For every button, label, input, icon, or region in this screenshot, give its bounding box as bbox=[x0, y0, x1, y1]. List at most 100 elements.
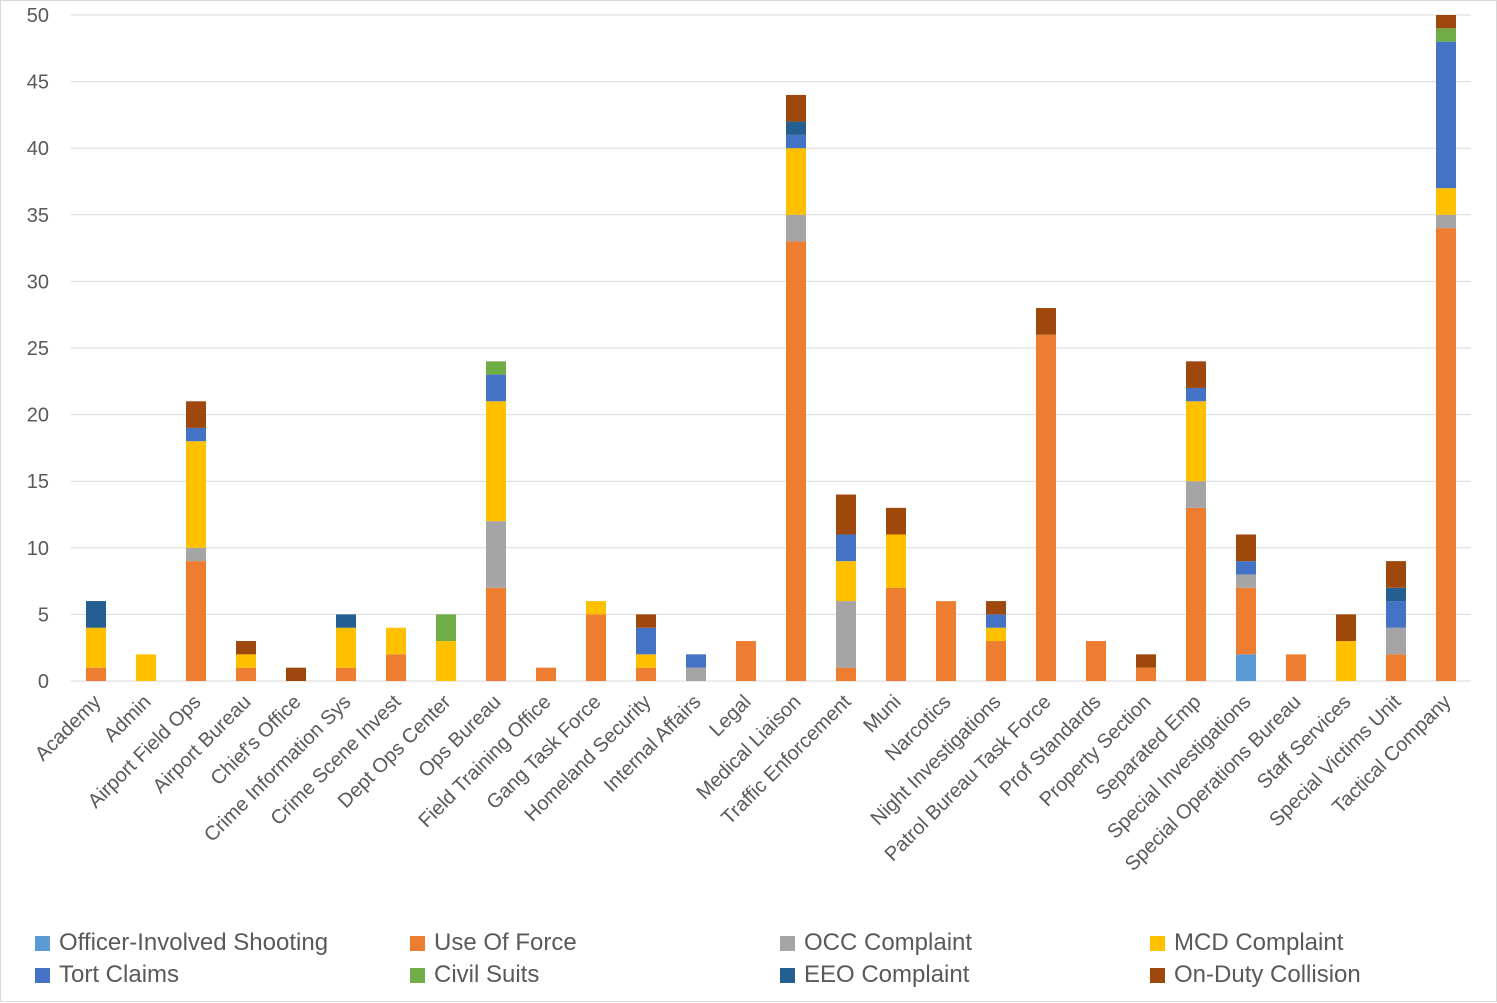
bar-segment bbox=[586, 614, 606, 681]
bar-segment bbox=[486, 521, 506, 588]
bar-segment bbox=[686, 654, 706, 668]
legend-label: Tort Claims bbox=[59, 961, 180, 988]
legend-label: Use Of Force bbox=[434, 929, 577, 956]
bar-segment bbox=[786, 214, 806, 242]
bar-segment bbox=[186, 401, 206, 428]
y-tick-label: 40 bbox=[27, 138, 49, 160]
bar-segment bbox=[1236, 654, 1256, 681]
bar-segment bbox=[636, 627, 656, 655]
bar-segment bbox=[1186, 361, 1206, 388]
bar-segment bbox=[736, 641, 756, 681]
legend-swatch bbox=[35, 935, 50, 951]
bar-segment bbox=[1386, 587, 1406, 602]
bar-segment bbox=[1186, 387, 1206, 402]
bar-segment bbox=[786, 134, 806, 149]
bar-segment bbox=[1436, 214, 1456, 229]
bar-segment bbox=[236, 654, 256, 668]
bar-segment bbox=[1186, 481, 1206, 508]
bar-segment bbox=[586, 601, 606, 615]
legend-item: Use Of Force bbox=[410, 929, 577, 957]
bar-segment bbox=[1236, 561, 1256, 575]
bar-segment bbox=[1386, 601, 1406, 628]
bar-segment bbox=[436, 614, 456, 642]
bar-segment bbox=[136, 654, 156, 681]
legend-item: Civil Suits bbox=[410, 961, 539, 989]
bar-segment bbox=[186, 561, 206, 681]
bar-segment bbox=[486, 374, 506, 402]
legend-label: Civil Suits bbox=[434, 961, 540, 988]
bar-segment bbox=[86, 667, 106, 681]
bar-segment bbox=[786, 121, 806, 135]
bar-segment bbox=[836, 561, 856, 602]
bar-segment bbox=[1236, 534, 1256, 562]
bar-segment bbox=[336, 627, 356, 668]
legend-label: EEO Complaint bbox=[804, 961, 970, 988]
legend-label: MCD Complaint bbox=[1174, 929, 1344, 956]
bar-segment bbox=[1136, 654, 1156, 668]
bar-segment bbox=[1336, 614, 1356, 642]
bar-segment bbox=[986, 601, 1006, 615]
bar-segment bbox=[986, 627, 1006, 642]
bar-segment bbox=[786, 148, 806, 215]
bar-segment bbox=[936, 601, 956, 681]
bar-segment bbox=[1186, 401, 1206, 482]
y-tick-label: 20 bbox=[27, 405, 49, 427]
legend-swatch bbox=[1150, 967, 1165, 983]
y-axis-ticks: 0 5 10 15 20 25 30 35 40 45 50 bbox=[27, 5, 49, 693]
y-tick-label: 50 bbox=[27, 5, 49, 27]
bar-segment bbox=[1286, 654, 1306, 681]
bar-segment bbox=[186, 441, 206, 548]
legend-swatch bbox=[410, 967, 425, 983]
bar-segment bbox=[1236, 574, 1256, 588]
x-tick-label: Academy bbox=[31, 691, 106, 766]
x-tick-label: Muni bbox=[859, 691, 905, 737]
y-tick-label: 5 bbox=[38, 604, 49, 626]
y-tick-label: 35 bbox=[27, 205, 49, 227]
bars bbox=[86, 15, 1456, 681]
bar-segment bbox=[786, 94, 806, 122]
bar-segment bbox=[636, 667, 656, 681]
legend-swatch bbox=[410, 935, 425, 951]
bar-segment bbox=[336, 614, 356, 628]
bar-segment bbox=[836, 494, 856, 535]
y-tick-label: 45 bbox=[27, 72, 49, 94]
legend-swatch bbox=[780, 967, 795, 983]
y-tick-label: 15 bbox=[27, 471, 49, 493]
bar-segment bbox=[886, 534, 906, 588]
bar-segment bbox=[1386, 627, 1406, 655]
legend-swatch bbox=[780, 935, 795, 951]
bar-segment bbox=[1236, 587, 1256, 655]
legend-item: Officer-Involved Shooting bbox=[35, 929, 328, 957]
legend-label: Officer-Involved Shooting bbox=[59, 929, 329, 956]
bar-segment bbox=[1036, 334, 1056, 681]
bar-segment bbox=[336, 667, 356, 681]
bar-segment bbox=[486, 587, 506, 681]
bar-segment bbox=[836, 667, 856, 681]
bar-segment bbox=[1436, 188, 1456, 215]
gridlines bbox=[71, 14, 1471, 682]
bar-segment bbox=[436, 641, 456, 681]
bar-segment bbox=[486, 401, 506, 522]
bar-segment bbox=[286, 667, 306, 681]
bar-segment bbox=[636, 614, 656, 628]
bar-segment bbox=[886, 507, 906, 535]
bar-segment bbox=[386, 627, 406, 655]
legend-item: MCD Complaint bbox=[1150, 929, 1343, 957]
legend-label: On-Duty Collision bbox=[1174, 961, 1361, 988]
bar-segment bbox=[486, 361, 506, 375]
bar-segment bbox=[1386, 561, 1406, 588]
bar-segment bbox=[636, 654, 656, 668]
bar-segment bbox=[1436, 41, 1456, 189]
bar-segment bbox=[1136, 667, 1156, 681]
bar-segment bbox=[236, 641, 256, 655]
y-tick-label: 0 bbox=[38, 671, 49, 693]
y-tick-label: 25 bbox=[27, 338, 49, 360]
bar-segment bbox=[986, 614, 1006, 628]
bar-segment bbox=[986, 641, 1006, 681]
legend-swatch bbox=[1150, 935, 1165, 951]
legend-item: On-Duty Collision bbox=[1150, 961, 1361, 989]
y-tick-label: 10 bbox=[27, 538, 49, 560]
legend-item: OCC Complaint bbox=[780, 929, 972, 957]
